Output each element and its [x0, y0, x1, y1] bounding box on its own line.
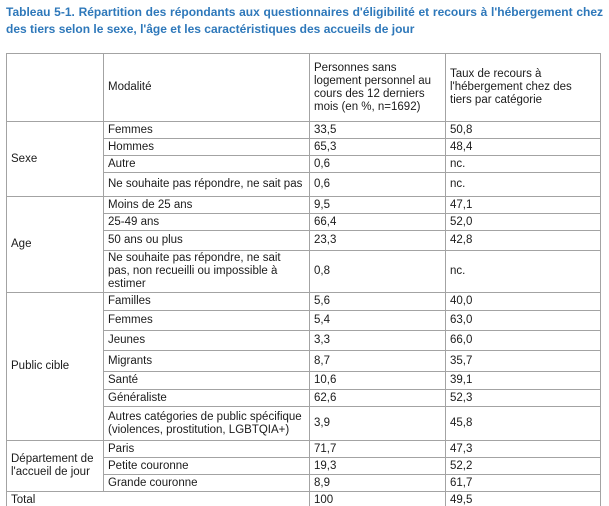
modalite-cell: 50 ans ou plus [103, 230, 310, 251]
pct-cell: 66,4 [309, 213, 446, 231]
table-row: Grande couronne 8,9 61,7 [7, 474, 601, 492]
pct-cell: 8,7 [309, 350, 446, 372]
group-label-departement: Département de l'accueil de jour [6, 440, 104, 492]
pct-cell: 0,6 [309, 155, 446, 173]
table-row: Santé 10,6 39,1 [7, 371, 601, 390]
taux-cell: 49,5 [445, 491, 601, 506]
table-row: Migrants 8,7 35,7 [7, 350, 601, 372]
table-row: Département de l'accueil de jour Paris 7… [6, 440, 601, 492]
pct-cell: 3,9 [309, 406, 446, 441]
taux-cell: 61,7 [445, 474, 601, 492]
pct-cell: 71,7 [309, 440, 446, 458]
data-table: Modalité Personnes sans logement personn… [6, 53, 601, 506]
group-label-public-cible: Public cible [6, 292, 104, 441]
modalite-cell: Ne souhaite pas répondre, ne sait pas [103, 172, 310, 197]
total-row: Total 100 49,5 [6, 491, 601, 506]
table-row: Autre 0,6 nc. [7, 155, 601, 173]
col-header-personnes-sans-logement: Personnes sans logement personnel au cou… [309, 53, 446, 122]
table-row: Autres catégories de public spécifique (… [7, 406, 601, 441]
pct-cell: 9,5 [309, 196, 446, 214]
taux-cell: 52,2 [445, 457, 601, 475]
group-label-sexe: Sexe [6, 121, 104, 197]
pct-cell: 62,6 [309, 389, 446, 407]
table-row: Ne souhaite pas répondre, ne sait pas, n… [7, 250, 601, 293]
pct-cell: 100 [309, 491, 446, 506]
taux-cell: 45,8 [445, 406, 601, 441]
taux-cell: 35,7 [445, 350, 601, 372]
header-row: Modalité Personnes sans logement personn… [6, 53, 601, 122]
table-row: Sexe Femmes 33,5 50,8 [6, 121, 601, 197]
pct-cell: 5,4 [309, 310, 446, 331]
taux-cell: 47,1 [445, 196, 601, 214]
taux-cell: 40,0 [445, 292, 601, 311]
pct-cell: 8,9 [309, 474, 446, 492]
table-row: Femmes 5,4 63,0 [7, 310, 601, 331]
pct-cell: 65,3 [309, 138, 446, 156]
col-header-modalite: Modalité [103, 53, 310, 122]
modalite-cell: Migrants [103, 350, 310, 372]
pct-cell: 23,3 [309, 230, 446, 251]
modalite-cell: 25-49 ans [103, 213, 310, 231]
taux-cell: nc. [445, 172, 601, 197]
modalite-cell: Paris [103, 440, 310, 458]
col-header-taux-recours: Taux de recours à l'hébergement chez des… [445, 53, 601, 122]
modalite-cell: Familles [103, 292, 310, 311]
pct-cell: 0,6 [309, 172, 446, 197]
pct-cell: 33,5 [309, 121, 446, 139]
taux-cell: 50,8 [445, 121, 601, 139]
taux-cell: 66,0 [445, 330, 601, 351]
modalite-cell: Petite couronne [103, 457, 310, 475]
pct-cell: 0,8 [309, 250, 446, 293]
taux-cell: nc. [445, 250, 601, 293]
pct-cell: 10,6 [309, 371, 446, 390]
modalite-cell: Jeunes [103, 330, 310, 351]
taux-cell: 47,3 [445, 440, 601, 458]
modalite-cell: Généraliste [103, 389, 310, 407]
modalite-cell: Femmes [103, 121, 310, 139]
modalite-cell: Femmes [103, 310, 310, 331]
total-label-cell: Total [6, 491, 310, 506]
modalite-cell: Grande couronne [103, 474, 310, 492]
taux-cell: 39,1 [445, 371, 601, 390]
modalite-cell: Autres catégories de public spécifique (… [103, 406, 310, 441]
pct-cell: 5,6 [309, 292, 446, 311]
pct-cell: 19,3 [309, 457, 446, 475]
modalite-cell: Autre [103, 155, 310, 173]
taux-cell: 63,0 [445, 310, 601, 331]
modalite-cell: Hommes [103, 138, 310, 156]
taux-cell: nc. [445, 155, 601, 173]
modalite-cell: Moins de 25 ans [103, 196, 310, 214]
table-caption: Tableau 5-1. Répartition des répondants … [6, 5, 603, 36]
taux-cell: 42,8 [445, 230, 601, 251]
pct-cell: 3,3 [309, 330, 446, 351]
taux-cell: 52,3 [445, 389, 601, 407]
table-row: Public cible Familles 5,6 40,0 [6, 292, 601, 441]
col-header-empty [6, 53, 104, 122]
taux-cell: 52,0 [445, 213, 601, 231]
table-row: Age Moins de 25 ans 9,5 47,1 [6, 196, 601, 293]
modalite-cell: Ne souhaite pas répondre, ne sait pas, n… [103, 250, 310, 293]
group-label-age: Age [6, 196, 104, 293]
taux-cell: 48,4 [445, 138, 601, 156]
modalite-cell: Santé [103, 371, 310, 390]
